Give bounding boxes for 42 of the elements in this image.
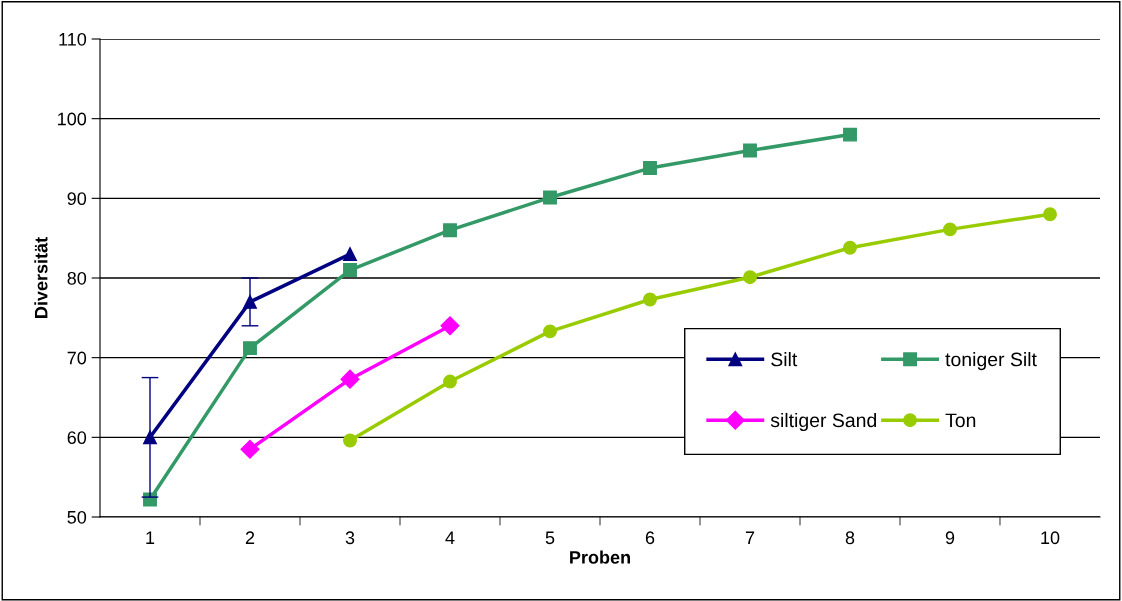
point bbox=[643, 292, 657, 307]
point bbox=[343, 263, 357, 277]
y-tick-label: 80 bbox=[67, 271, 87, 285]
y-tick-label: 90 bbox=[67, 192, 87, 206]
legend-label: Silt bbox=[771, 352, 798, 367]
x-tick-label: 6 bbox=[645, 531, 655, 545]
x-tick-label: 2 bbox=[245, 531, 255, 544]
x-axis-title: Proben bbox=[570, 550, 630, 564]
y-tick-label: 70 bbox=[67, 351, 87, 365]
y-tick-label: 100 bbox=[58, 112, 87, 126]
point bbox=[543, 190, 557, 205]
point bbox=[743, 270, 757, 285]
point bbox=[443, 223, 457, 238]
point bbox=[240, 439, 260, 459]
point bbox=[343, 247, 357, 262]
x-tick-label: 3 bbox=[345, 531, 355, 545]
point bbox=[743, 143, 757, 158]
x-tick-label: 1 bbox=[146, 531, 155, 544]
y-tick-label: 110 bbox=[59, 32, 87, 46]
point bbox=[643, 161, 657, 176]
x-tick-label: 4 bbox=[445, 531, 455, 544]
legend-label: siltiger Sand bbox=[770, 412, 877, 432]
y-axis-title: Diversität bbox=[34, 237, 48, 318]
y-tick-label: 50 bbox=[67, 510, 87, 524]
legend-label: toniger Silt bbox=[945, 352, 1037, 371]
point bbox=[243, 341, 257, 356]
point bbox=[843, 240, 857, 255]
x-tick-label: 7 bbox=[745, 531, 755, 544]
point bbox=[943, 222, 957, 237]
x-tick-label: 9 bbox=[945, 531, 955, 545]
point bbox=[843, 127, 857, 142]
legend-label: Ton bbox=[945, 413, 976, 428]
x-tick-label: 10 bbox=[1041, 531, 1060, 545]
point bbox=[340, 369, 360, 389]
point bbox=[343, 433, 357, 448]
x-tick-label: 8 bbox=[845, 531, 855, 545]
point bbox=[543, 324, 557, 339]
y-tick-label: 60 bbox=[67, 431, 87, 445]
x-tick-label: 5 bbox=[545, 531, 555, 545]
point bbox=[1043, 207, 1057, 222]
point bbox=[443, 374, 457, 389]
point bbox=[440, 316, 460, 336]
